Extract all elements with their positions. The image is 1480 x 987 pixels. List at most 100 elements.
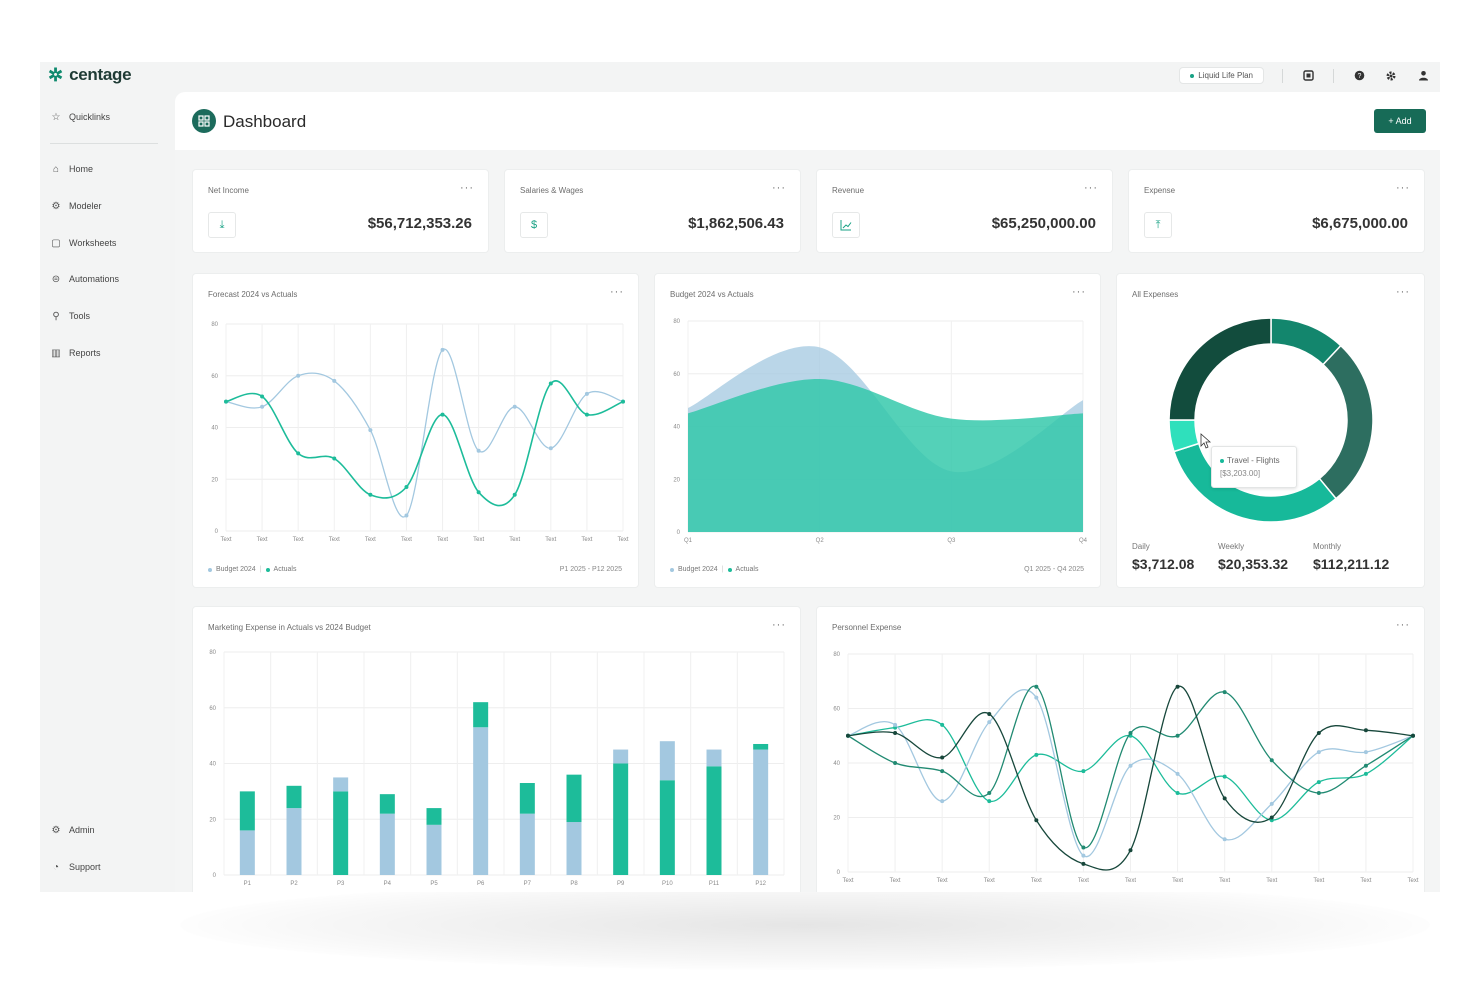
plan-selector[interactable]: Liquid Life Plan [1179, 67, 1264, 84]
legend-swatch [670, 567, 674, 572]
data-point [893, 761, 898, 765]
x-tick-label: Text [984, 878, 995, 884]
data-point [404, 485, 409, 490]
y-tick-label: 60 [833, 707, 840, 713]
data-point [1316, 731, 1321, 736]
bar-segment-bottom [239, 830, 255, 875]
y-tick-label: 80 [673, 319, 680, 325]
y-tick-label: 0 [677, 530, 681, 536]
sidebar-item-tools[interactable]: ⚲ Tools [50, 310, 90, 322]
y-tick-label: 20 [209, 817, 216, 823]
data-point [1175, 790, 1180, 795]
data-point [1034, 818, 1039, 823]
data-point [476, 448, 481, 453]
data-point [1363, 763, 1368, 768]
date-range[interactable]: Q1 2025 - Q4 2025 [1024, 566, 1084, 573]
more-menu-icon[interactable]: ··· [610, 286, 624, 298]
data-point [1269, 758, 1274, 763]
upload-icon: ⤒ [1144, 212, 1172, 238]
more-menu-icon[interactable]: ··· [1072, 286, 1086, 298]
kpi-value: $65,250,000.00 [991, 215, 1096, 232]
sidebar-item-label: Quicklinks [69, 112, 111, 122]
svg-text:?: ? [1357, 73, 1361, 80]
tools-icon: ⚲ [52, 310, 60, 322]
stat-label-daily: Daily [1132, 542, 1150, 551]
kpi-card-expense[interactable]: Expense ··· ⤒ $6,675,000.00 [1129, 170, 1424, 252]
sidebar-item-label: Support [69, 862, 101, 872]
app-window: ✲ centage Liquid Life Plan ? ☆ Quicklink… [40, 62, 1440, 892]
data-point [1316, 790, 1321, 795]
x-tick-label: Text [1313, 878, 1324, 884]
bar-segment-top [613, 749, 629, 764]
logo[interactable]: ✲ centage [48, 65, 132, 85]
more-menu-icon[interactable]: ··· [1396, 182, 1410, 194]
data-point [440, 347, 445, 352]
data-point [1175, 684, 1180, 689]
notifications-icon[interactable] [1301, 69, 1315, 83]
data-point [296, 373, 301, 378]
sidebar-item-modeler[interactable]: ⚙ Modeler [50, 200, 102, 212]
x-tick-label: P10 [662, 881, 673, 887]
chart-legend: Budget 2024 | Actuals [208, 566, 297, 573]
bar-segment-top [239, 791, 255, 831]
data-point [987, 799, 992, 804]
chart-title: Marketing Expense in Actuals vs 2024 Bud… [208, 623, 371, 632]
legend-separator: | [721, 566, 724, 573]
bar-segment-top [333, 777, 349, 792]
data-point [1175, 733, 1180, 738]
bar-segment-bottom [753, 749, 769, 875]
marketing-bar-card: Marketing Expense in Actuals vs 2024 Bud… [193, 607, 800, 892]
user-icon[interactable] [1416, 69, 1430, 83]
data-point [1316, 750, 1321, 755]
kpi-card-net-income[interactable]: Net Income ··· ⤓ $56,712,353.26 [193, 170, 488, 252]
data-point [440, 412, 445, 417]
sidebar-item-automations[interactable]: ⊜ Automations [50, 273, 119, 285]
sidebar-item-label: Admin [69, 825, 95, 835]
sidebar-item-worksheets[interactable]: ▢ Worksheets [50, 237, 116, 249]
bar-segment-top [379, 794, 395, 814]
x-tick-label: Text [937, 878, 948, 884]
bar-segment-top [473, 702, 489, 728]
expenses-donut-card: All Expenses ··· Travel - Flights [$3,20… [1117, 274, 1424, 587]
legend-swatch [727, 567, 732, 572]
data-point [1222, 690, 1227, 695]
more-menu-icon[interactable]: ··· [1084, 182, 1098, 194]
sidebar-item-quicklinks[interactable]: ☆ Quicklinks [50, 111, 111, 123]
admin-icon: ⚙ [51, 824, 61, 836]
x-tick-label: P5 [430, 881, 438, 887]
stat-value-weekly: $20,353.32 [1218, 556, 1289, 572]
x-tick-label: P9 [617, 881, 625, 887]
kpi-card-salaries[interactable]: Salaries & Wages ··· $ $1,862,506.43 [505, 170, 800, 252]
donut-slice [1168, 317, 1272, 421]
more-menu-icon[interactable]: ··· [772, 182, 786, 194]
x-tick-label: Text [401, 537, 412, 543]
date-range[interactable]: P1 2025 - P12 2025 [559, 566, 622, 573]
y-tick-label: 60 [209, 706, 216, 712]
help-icon[interactable]: ? [1352, 69, 1366, 83]
kpi-card-revenue[interactable]: Revenue ··· $65,250,000.00 [817, 170, 1112, 252]
x-tick-label: Text [1219, 878, 1230, 884]
sidebar-item-reports[interactable]: ▥ Reports [50, 347, 100, 359]
modeler-icon: ⚙ [51, 200, 61, 212]
more-menu-icon[interactable]: ··· [460, 182, 474, 194]
more-menu-icon[interactable]: ··· [1396, 619, 1410, 631]
data-point [1034, 752, 1039, 757]
data-point [1269, 801, 1274, 806]
data-point [548, 446, 553, 451]
bar-segment-bottom [613, 763, 629, 875]
more-menu-icon[interactable]: ··· [772, 619, 786, 631]
data-point [1363, 771, 1368, 776]
data-point [1128, 763, 1133, 768]
sidebar-item-admin[interactable]: ⚙ Admin [50, 824, 95, 836]
tooltip-swatch [1220, 458, 1224, 463]
x-tick-label: P12 [755, 881, 766, 887]
settings-icon[interactable] [1384, 69, 1398, 83]
more-menu-icon[interactable]: ··· [1396, 286, 1410, 298]
y-tick-label: 60 [211, 374, 218, 380]
sidebar-item-home[interactable]: ⌂ Home [50, 163, 93, 175]
add-button[interactable]: + Add [1374, 109, 1426, 133]
legend-label: Budget 2024 [678, 566, 718, 573]
sidebar-item-support[interactable]: ◔ Support [50, 861, 101, 873]
main-content: Dashboard + Add Net Income ··· ⤓ $56,712… [175, 92, 1440, 892]
bar-segment-top [566, 774, 582, 823]
